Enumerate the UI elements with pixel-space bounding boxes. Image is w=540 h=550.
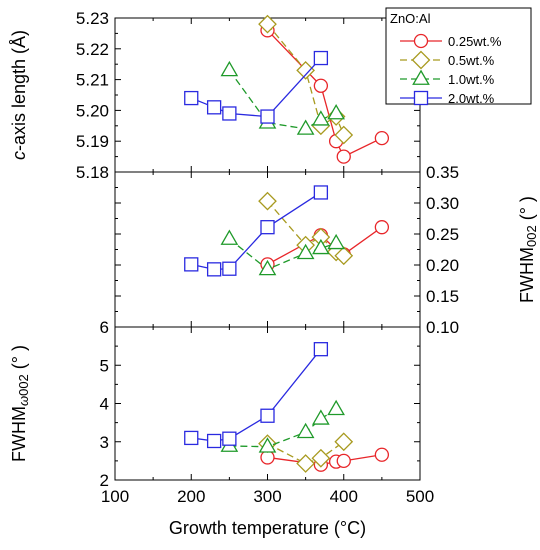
y-tick-label: 5.22: [76, 40, 109, 59]
x-tick-label: 100: [101, 487, 129, 506]
data-point: [260, 408, 275, 423]
legend-entry: 1.0wt.%: [400, 69, 495, 87]
x-axis-label: Growth temperature (°C): [169, 518, 366, 538]
legend-title: ZnO:Al: [390, 11, 431, 26]
data-point: [313, 185, 329, 200]
series-2-0wt--: [184, 185, 329, 277]
data-point: [184, 257, 199, 272]
data-point: [222, 261, 237, 276]
data-point: [184, 430, 199, 446]
legend-label: 0.5wt.%: [448, 53, 495, 68]
data-point: [296, 422, 315, 439]
data-point: [258, 437, 277, 453]
data-point: [374, 130, 390, 146]
y-axis-label: c-axis length (Å): [9, 30, 29, 160]
y-tick-label: 0.25: [426, 225, 459, 244]
data-point: [327, 233, 345, 250]
data-point: [312, 110, 330, 126]
y-tick-label: 5.18: [76, 163, 109, 182]
data-point: [312, 409, 330, 425]
data-point: [313, 50, 329, 66]
x-tick-label: 300: [253, 487, 281, 506]
data-point: [312, 238, 330, 255]
data-point: [327, 104, 345, 120]
data-point: [334, 125, 354, 145]
series-1-0wt--: [220, 229, 345, 276]
data-point: [313, 78, 329, 93]
series-line: [266, 23, 345, 136]
legend-marker: [412, 69, 430, 85]
legend-label: 0.25wt.%: [448, 34, 502, 49]
data-point: [206, 262, 222, 277]
data-point: [296, 60, 315, 80]
data-point: [220, 60, 239, 77]
y-tick-label: 5.23: [76, 9, 109, 28]
y-tick-label: 0.35: [426, 163, 459, 182]
data-point: [206, 433, 222, 449]
data-point: [313, 342, 329, 357]
series-0-25wt--: [260, 447, 390, 472]
data-point: [258, 14, 277, 34]
legend: ZnO:Al 0.25wt.% 0.5wt.% 1.0wt.% 2.0wt.%: [385, 7, 532, 106]
legend-label: 2.0wt.%: [448, 91, 495, 106]
y-tick-label: 6: [100, 318, 109, 337]
series-0-25wt--: [260, 23, 390, 164]
data-point: [260, 109, 275, 124]
data-point: [260, 220, 275, 235]
y-tick-label: 4: [100, 395, 109, 414]
data-point: [220, 229, 239, 245]
y-tick-label: 3: [100, 433, 109, 452]
data-point: [296, 119, 315, 135]
legend-entry: 0.5wt.%: [400, 50, 495, 70]
panel-2: 0.10 0.15 0.20 0.25 0.30 0.35 FWHM002 (° ): [114, 163, 540, 337]
data-point: [334, 246, 354, 266]
legend-entry: 0.25wt.%: [400, 33, 502, 49]
data-point: [296, 454, 315, 473]
x-tick-label: 400: [330, 487, 358, 506]
data-point: [327, 399, 345, 416]
y-tick-label: 5.19: [76, 132, 109, 151]
data-point: [334, 432, 354, 452]
legend-marker: [413, 33, 429, 49]
y-axis-label: FWHMω002 (° ): [9, 345, 32, 462]
data-point: [206, 100, 222, 115]
panel-1: 5.18 5.19 5.20 5.21 5.22 5.23 c-axis length (Å…: [9, 9, 421, 182]
data-point: [258, 191, 277, 211]
legend-marker: [411, 50, 431, 70]
data-point: [311, 448, 331, 468]
data-point: [336, 453, 351, 469]
y-tick-label: 2: [100, 471, 109, 490]
series-1-0wt--: [220, 399, 345, 453]
data-point: [296, 243, 315, 260]
series-line: [267, 29, 383, 158]
y-tick-label: 5: [100, 356, 109, 375]
data-point: [336, 149, 351, 164]
legend-entry: 2.0wt.%: [400, 90, 495, 106]
series-2-0wt--: [184, 342, 329, 449]
series-1-0wt--: [220, 60, 345, 135]
series-2-0wt--: [184, 50, 329, 124]
series-line: [191, 348, 322, 442]
legend-label: 1.0wt.%: [448, 72, 495, 87]
y-axis-label: FWHM002 (° ): [517, 196, 540, 303]
y-tick-label: 0.10: [426, 318, 459, 337]
legend-box: [385, 7, 532, 105]
y-tick-label: 0.20: [426, 256, 459, 275]
data-point: [222, 106, 237, 121]
panel-3: 2 3 4 5 6 FWHMω002 (° ): [9, 318, 421, 490]
legend-marker: [413, 90, 429, 106]
y-tick-label: 5.20: [76, 101, 109, 120]
data-point: [222, 431, 237, 446]
y-tick-label: 0.30: [426, 194, 459, 213]
data-point: [374, 447, 390, 462]
y-tick-label: 5.21: [76, 71, 109, 90]
x-tick-label: 200: [177, 487, 205, 506]
data-point: [184, 90, 199, 106]
data-point: [374, 220, 390, 235]
data-point: [258, 259, 277, 276]
x-tick-label: 500: [406, 487, 434, 506]
y-tick-label: 0.15: [426, 287, 459, 306]
